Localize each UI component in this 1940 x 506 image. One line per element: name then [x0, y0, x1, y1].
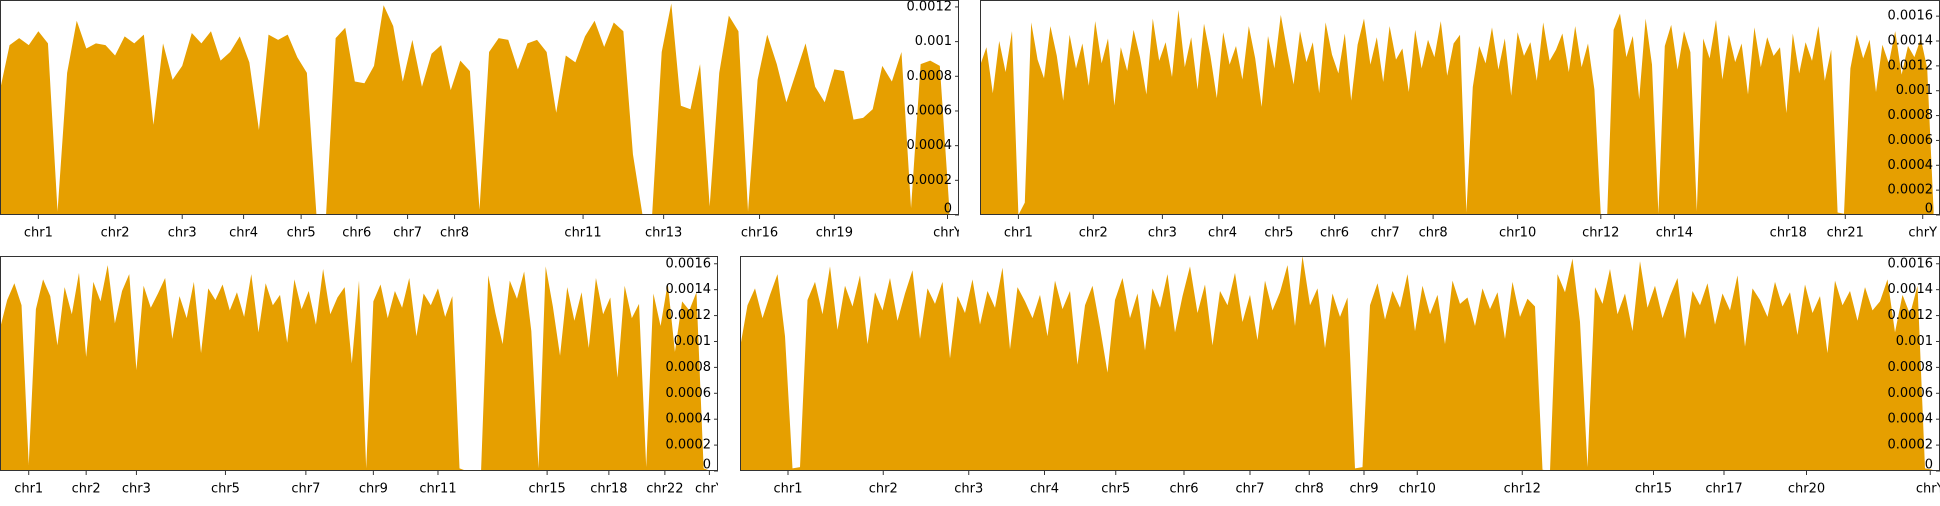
y-tick-label: 0.0006	[1888, 133, 1934, 148]
x-tick-label: chr4	[1208, 226, 1237, 241]
x-tick-label: chr9	[359, 482, 388, 497]
x-tick-label: chr7	[393, 226, 422, 241]
x-tick-label: chrY	[695, 482, 724, 497]
y-tick-label: 0.0012	[666, 308, 712, 323]
x-tick-label: chr20	[1788, 482, 1825, 497]
y-tick-label: 0.0016	[1888, 256, 1934, 271]
panel: 0 0.0002 0.0004 0.0006 0.0008 0.001 0.0012 0.00…	[740, 256, 1940, 497]
x-tick-label: chr17	[1705, 482, 1742, 497]
y-tick-label: 0.0004	[666, 412, 712, 427]
x-tick-label: chr7	[1235, 482, 1264, 497]
x-tick-label: chr2	[1079, 226, 1108, 241]
x-tick-label: chr1	[24, 226, 53, 241]
x-tick-label: chr4	[1030, 482, 1059, 497]
x-tick-label: chr1	[14, 482, 43, 497]
y-tick-label: 0	[1925, 202, 1933, 217]
y-tick-label: 0.0002	[1888, 183, 1934, 198]
y-tick-label: 0.001	[1896, 83, 1933, 98]
plot-frame	[0, 0, 959, 215]
x-tick-label: chr18	[590, 482, 627, 497]
x-tick-label: chr5	[1264, 226, 1293, 241]
y-tick-label: 0.0012	[1888, 308, 1934, 323]
x-tick-label: chr3	[954, 482, 983, 497]
y-tick-label: 0.0016	[1888, 9, 1934, 24]
y-tick-label: 0.0008	[1888, 360, 1934, 375]
x-tick-label: chr12	[1582, 226, 1619, 241]
y-tick-label: 0.0004	[907, 138, 953, 153]
x-tick-label: chr1	[1004, 226, 1033, 241]
x-tick-label: chr5	[287, 226, 316, 241]
x-tick-label: chr15	[1635, 482, 1672, 497]
plot-frame	[0, 256, 718, 471]
y-tick-label: 0.0006	[1888, 386, 1934, 401]
y-tick-label: 0.0014	[1888, 34, 1934, 49]
y-tick-label: 0.0008	[666, 360, 712, 375]
area	[0, 3, 950, 215]
y-tick-label: 0.0012	[1888, 58, 1934, 73]
x-tick-label: chr5	[1101, 482, 1130, 497]
x-tick-label: chr6	[342, 226, 371, 241]
y-tick-label: 0.0014	[666, 282, 712, 297]
y-tick-label: 0	[944, 202, 952, 217]
x-tick-label: chr19	[816, 226, 853, 241]
x-tick-label: chr5	[211, 482, 240, 497]
y-tick-label: 0.001	[674, 334, 711, 349]
x-tick-label: chr13	[645, 226, 682, 241]
x-tick-label: chrY	[1908, 226, 1937, 241]
x-tick-label: chr7	[291, 482, 320, 497]
y-tick-label: 0.0004	[1888, 158, 1934, 173]
x-tick-label: chrY	[933, 226, 962, 241]
y-tick-label: 0	[703, 458, 711, 473]
y-tick-label: 0.001	[915, 34, 952, 49]
x-tick-label: chr8	[1419, 226, 1448, 241]
x-tick-label: chr3	[122, 482, 151, 497]
x-tick-label: chr6	[1169, 482, 1198, 497]
y-tick-label: 0.0004	[1888, 412, 1934, 427]
x-tick-label: chrY	[1916, 482, 1940, 497]
y-tick-label: 0.0016	[666, 256, 712, 271]
y-tick-label: 0.0002	[907, 173, 953, 188]
x-tick-label: chr14	[1656, 226, 1693, 241]
y-tick-label: 0.0008	[1888, 108, 1934, 123]
x-tick-label: chr16	[741, 226, 778, 241]
x-tick-label: chr4	[229, 226, 258, 241]
x-tick-label: chr7	[1371, 226, 1400, 241]
x-tick-label: chr10	[1399, 482, 1436, 497]
area	[0, 265, 711, 471]
x-tick-label: chr2	[101, 226, 130, 241]
x-tick-label: chr8	[1295, 482, 1324, 497]
x-tick-label: chr9	[1349, 482, 1378, 497]
x-tick-label: chr2	[869, 482, 898, 497]
x-tick-label: chr3	[168, 226, 197, 241]
x-tick-label: chr10	[1499, 226, 1536, 241]
y-tick-label: 0.0012	[907, 0, 953, 15]
y-tick-label: 0.001	[1896, 334, 1933, 349]
area	[980, 9, 1934, 215]
x-tick-label: chr21	[1827, 226, 1864, 241]
x-tick-label: chr18	[1770, 226, 1807, 241]
y-tick-label: 0.0006	[907, 103, 953, 118]
x-tick-label: chr15	[528, 482, 565, 497]
y-tick-label: 0.0006	[666, 386, 712, 401]
x-tick-label: chr12	[1504, 482, 1541, 497]
x-tick-label: chr11	[419, 482, 456, 497]
y-tick-label: 0.0002	[1888, 438, 1934, 453]
x-tick-label: chr8	[440, 226, 469, 241]
x-tick-label: chr11	[564, 226, 601, 241]
panel: 0 0.0002 0.0004 0.0006 0.0008 0.001 0.0012 chr1…	[0, 0, 962, 241]
x-tick-label: chr6	[1320, 226, 1349, 241]
x-tick-label: chr1	[773, 482, 802, 497]
x-tick-label: chr3	[1148, 226, 1177, 241]
x-tick-label: chr22	[646, 482, 683, 497]
area	[740, 256, 1933, 471]
x-tick-label: chr2	[72, 482, 101, 497]
y-tick-label: 0.0008	[907, 69, 953, 84]
y-tick-label: 0.0014	[1888, 282, 1934, 297]
y-tick-label: 0	[1925, 458, 1933, 473]
panel: 0 0.0002 0.0004 0.0006 0.0008 0.001 0.0012 0.00…	[0, 256, 724, 497]
panel: 0 0.0002 0.0004 0.0006 0.0008 0.001 0.0012 0.00…	[980, 0, 1940, 241]
y-tick-label: 0.0002	[666, 438, 712, 453]
